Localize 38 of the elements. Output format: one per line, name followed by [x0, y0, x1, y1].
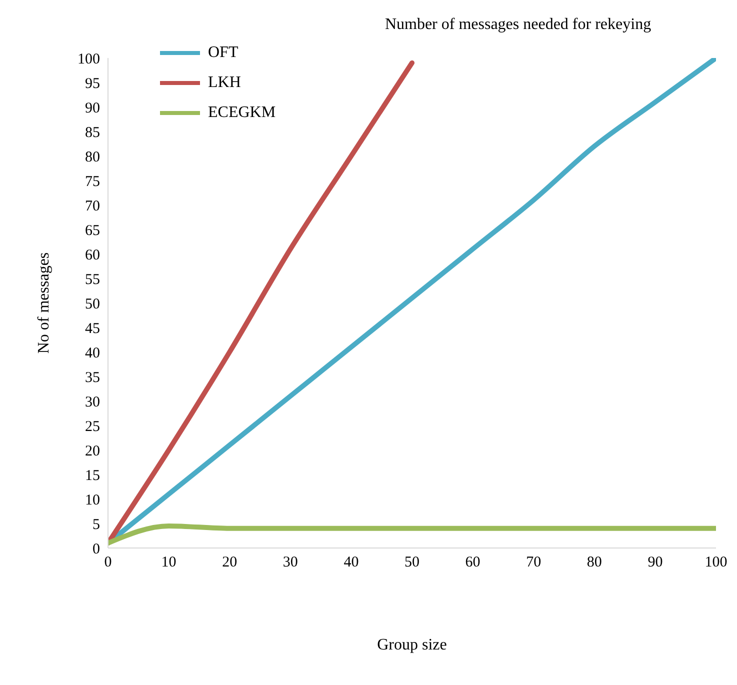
- x-tick-label: 0: [104, 554, 112, 571]
- y-tick-label: 70: [85, 198, 100, 214]
- y-tick-label: 10: [85, 492, 100, 508]
- y-tick-label: 50: [85, 296, 100, 312]
- y-tick-label: 35: [85, 370, 100, 386]
- y-tick-label: 30: [85, 394, 100, 410]
- x-tick-label: 20: [222, 554, 238, 571]
- y-tick-label: 45: [85, 320, 100, 337]
- y-tick-label: 20: [85, 443, 100, 460]
- x-tick-label: 70: [526, 554, 542, 571]
- y-axis-title: No of messages: [36, 252, 53, 354]
- x-tick-label: 90: [648, 554, 663, 571]
- y-tick-label: 65: [85, 222, 100, 239]
- y-tick-label: 90: [85, 100, 100, 116]
- y-tick-label: 40: [85, 345, 100, 362]
- legend-label: ECEGKM: [208, 103, 276, 123]
- x-tick-label: 30: [282, 554, 298, 571]
- legend-label: OFT: [208, 43, 238, 63]
- x-axis-title: Group size: [377, 636, 447, 654]
- x-tick-label: 10: [161, 554, 176, 571]
- y-tick-label: 95: [85, 76, 100, 92]
- y-tick-label: 60: [85, 247, 100, 264]
- y-tick-label: 75: [85, 174, 100, 190]
- x-tick-label: 60: [465, 554, 480, 571]
- y-tick-label: 15: [85, 468, 100, 484]
- x-tick-label: 100: [704, 554, 728, 571]
- x-tick-label: 40: [344, 554, 359, 571]
- x-tick-label: 80: [586, 554, 602, 571]
- y-tick-label: 5: [92, 516, 100, 533]
- y-tick-label: 100: [78, 51, 100, 68]
- y-tick-label: 0: [92, 541, 100, 558]
- y-tick-label: 85: [85, 124, 100, 141]
- x-tick-label: 50: [404, 554, 420, 571]
- chart-title: Number of messages needed for rekeying: [384, 16, 652, 34]
- y-tick-label: 80: [85, 149, 100, 166]
- y-tick-label: 25: [85, 418, 100, 435]
- y-tick-label: 55: [85, 272, 100, 288]
- legend-label: LKH: [208, 73, 241, 93]
